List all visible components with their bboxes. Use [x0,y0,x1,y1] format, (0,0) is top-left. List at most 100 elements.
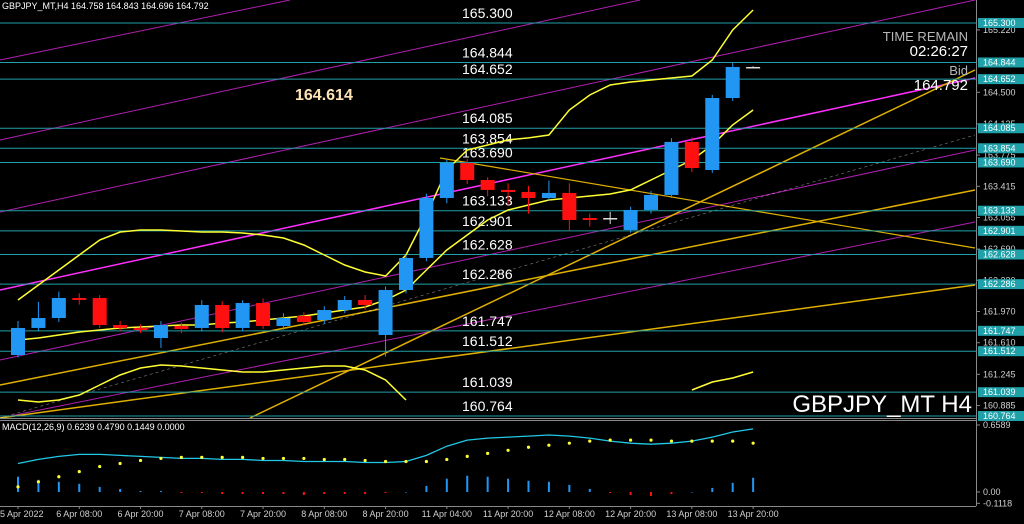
candle-body [296,316,311,322]
macd-bar [547,481,550,492]
indicator-line [17,364,754,403]
candle-body [582,218,597,221]
level-box-label: 163.690 [983,157,1016,167]
candle-body [31,318,46,328]
candle-body [235,303,250,328]
macd-tick-label: -0.1118 [983,498,1012,508]
level-box [978,17,1024,28]
candle-body [358,299,373,306]
macd-tick-label: 0.00 [983,487,1001,497]
macd-bar [650,491,653,497]
level-box-label: 161.747 [983,326,1016,336]
candle-body [398,257,413,291]
macd-bar [752,477,755,492]
level-box [978,249,1024,260]
candle-body [419,197,434,258]
level-box [978,411,1024,422]
signal-dot [526,445,531,449]
level-label: 165.300 [462,5,513,21]
macd-bar [282,491,285,495]
level-box-label: 161.039 [983,387,1016,397]
macd-bar [262,491,265,495]
bid: 164.792 [914,77,968,94]
macd-bar [445,478,448,492]
signal-dot [404,459,408,464]
x-tick-label: 5 Apr 2022 [0,509,44,519]
candle-body [684,141,699,169]
level-box-label: 163.854 [983,143,1016,153]
macd-tick-label: 0.6589 [983,420,1011,430]
macd-bar [466,475,469,492]
candle-body [153,325,168,339]
level-label: 163.690 [462,144,513,160]
x-tick-label: 8 Apr 08:00 [301,509,347,519]
candle-body [480,179,495,190]
candles [11,62,761,358]
macd-bar [609,491,612,493]
level-label: 161.747 [462,313,513,329]
y-tick-label: 163.415 [983,181,1016,191]
candle-body [562,192,577,221]
level-box [978,123,1024,134]
candle-body [541,192,556,198]
macd-bar [343,491,346,495]
signal-dot [731,439,735,443]
signal-dot [690,439,694,443]
candle-body [439,162,454,198]
macd-bar [17,476,19,492]
candle-body [664,141,679,195]
level-box [978,387,1024,398]
candle-body [11,327,25,356]
macd-bar [37,479,40,492]
macd-bar [78,483,81,492]
watermark: GBPJPY_MT H4 [792,391,972,418]
signal-dot [506,448,510,452]
signal-dot [567,441,571,445]
signal-dot [751,441,755,445]
candle-body [113,325,128,328]
macd-bar [588,488,591,492]
signal-dot [159,456,163,461]
levels: 165.300164.844164.652164.085163.854163.6… [0,5,977,417]
level-label: 162.286 [462,266,513,282]
level-box-label: 162.286 [983,279,1016,289]
level-box-label: 164.844 [983,57,1016,67]
trend-line [0,134,976,419]
y-tick-label: 160.885 [983,401,1016,411]
annotation: 164.614 [295,87,353,104]
signal-dot [669,439,674,443]
trend-line [0,149,976,361]
level-box [978,157,1024,168]
signal-dot [343,457,347,462]
level-box [978,205,1024,216]
signal-dot [118,461,122,466]
macd-bar [486,476,489,492]
signal-dot [138,458,143,463]
signal-dot [710,439,714,443]
macd-bar [690,491,693,493]
candle-body [317,310,332,320]
time-remain: 02:26:27 [910,43,968,60]
candle-body [521,192,536,198]
level-box-label: 161.512 [983,346,1016,356]
macd-bar [221,491,224,495]
level-box [978,74,1024,85]
trend-line [0,0,291,61]
level-box-label: 160.764 [983,411,1016,421]
level-box-label: 164.085 [983,123,1016,133]
signal-dot [363,458,367,463]
candle-body [501,189,516,193]
macd-bar [404,491,407,493]
level-box-label: 164.652 [983,74,1016,84]
x-tick-label: 6 Apr 20:00 [117,509,163,519]
axes: 165.220164.500164.135163.775163.415163.0… [0,17,1024,519]
candle-body [72,297,87,300]
signal-dot [36,480,41,484]
candle-body [92,297,107,326]
x-tick-label: 7 Apr 20:00 [240,509,286,519]
level-label: 160.764 [462,398,513,414]
macd-bar [507,478,510,492]
x-tick-label: 11 Apr 04:00 [422,509,472,519]
level-box [978,279,1024,290]
bid-label: Bid [949,63,968,78]
